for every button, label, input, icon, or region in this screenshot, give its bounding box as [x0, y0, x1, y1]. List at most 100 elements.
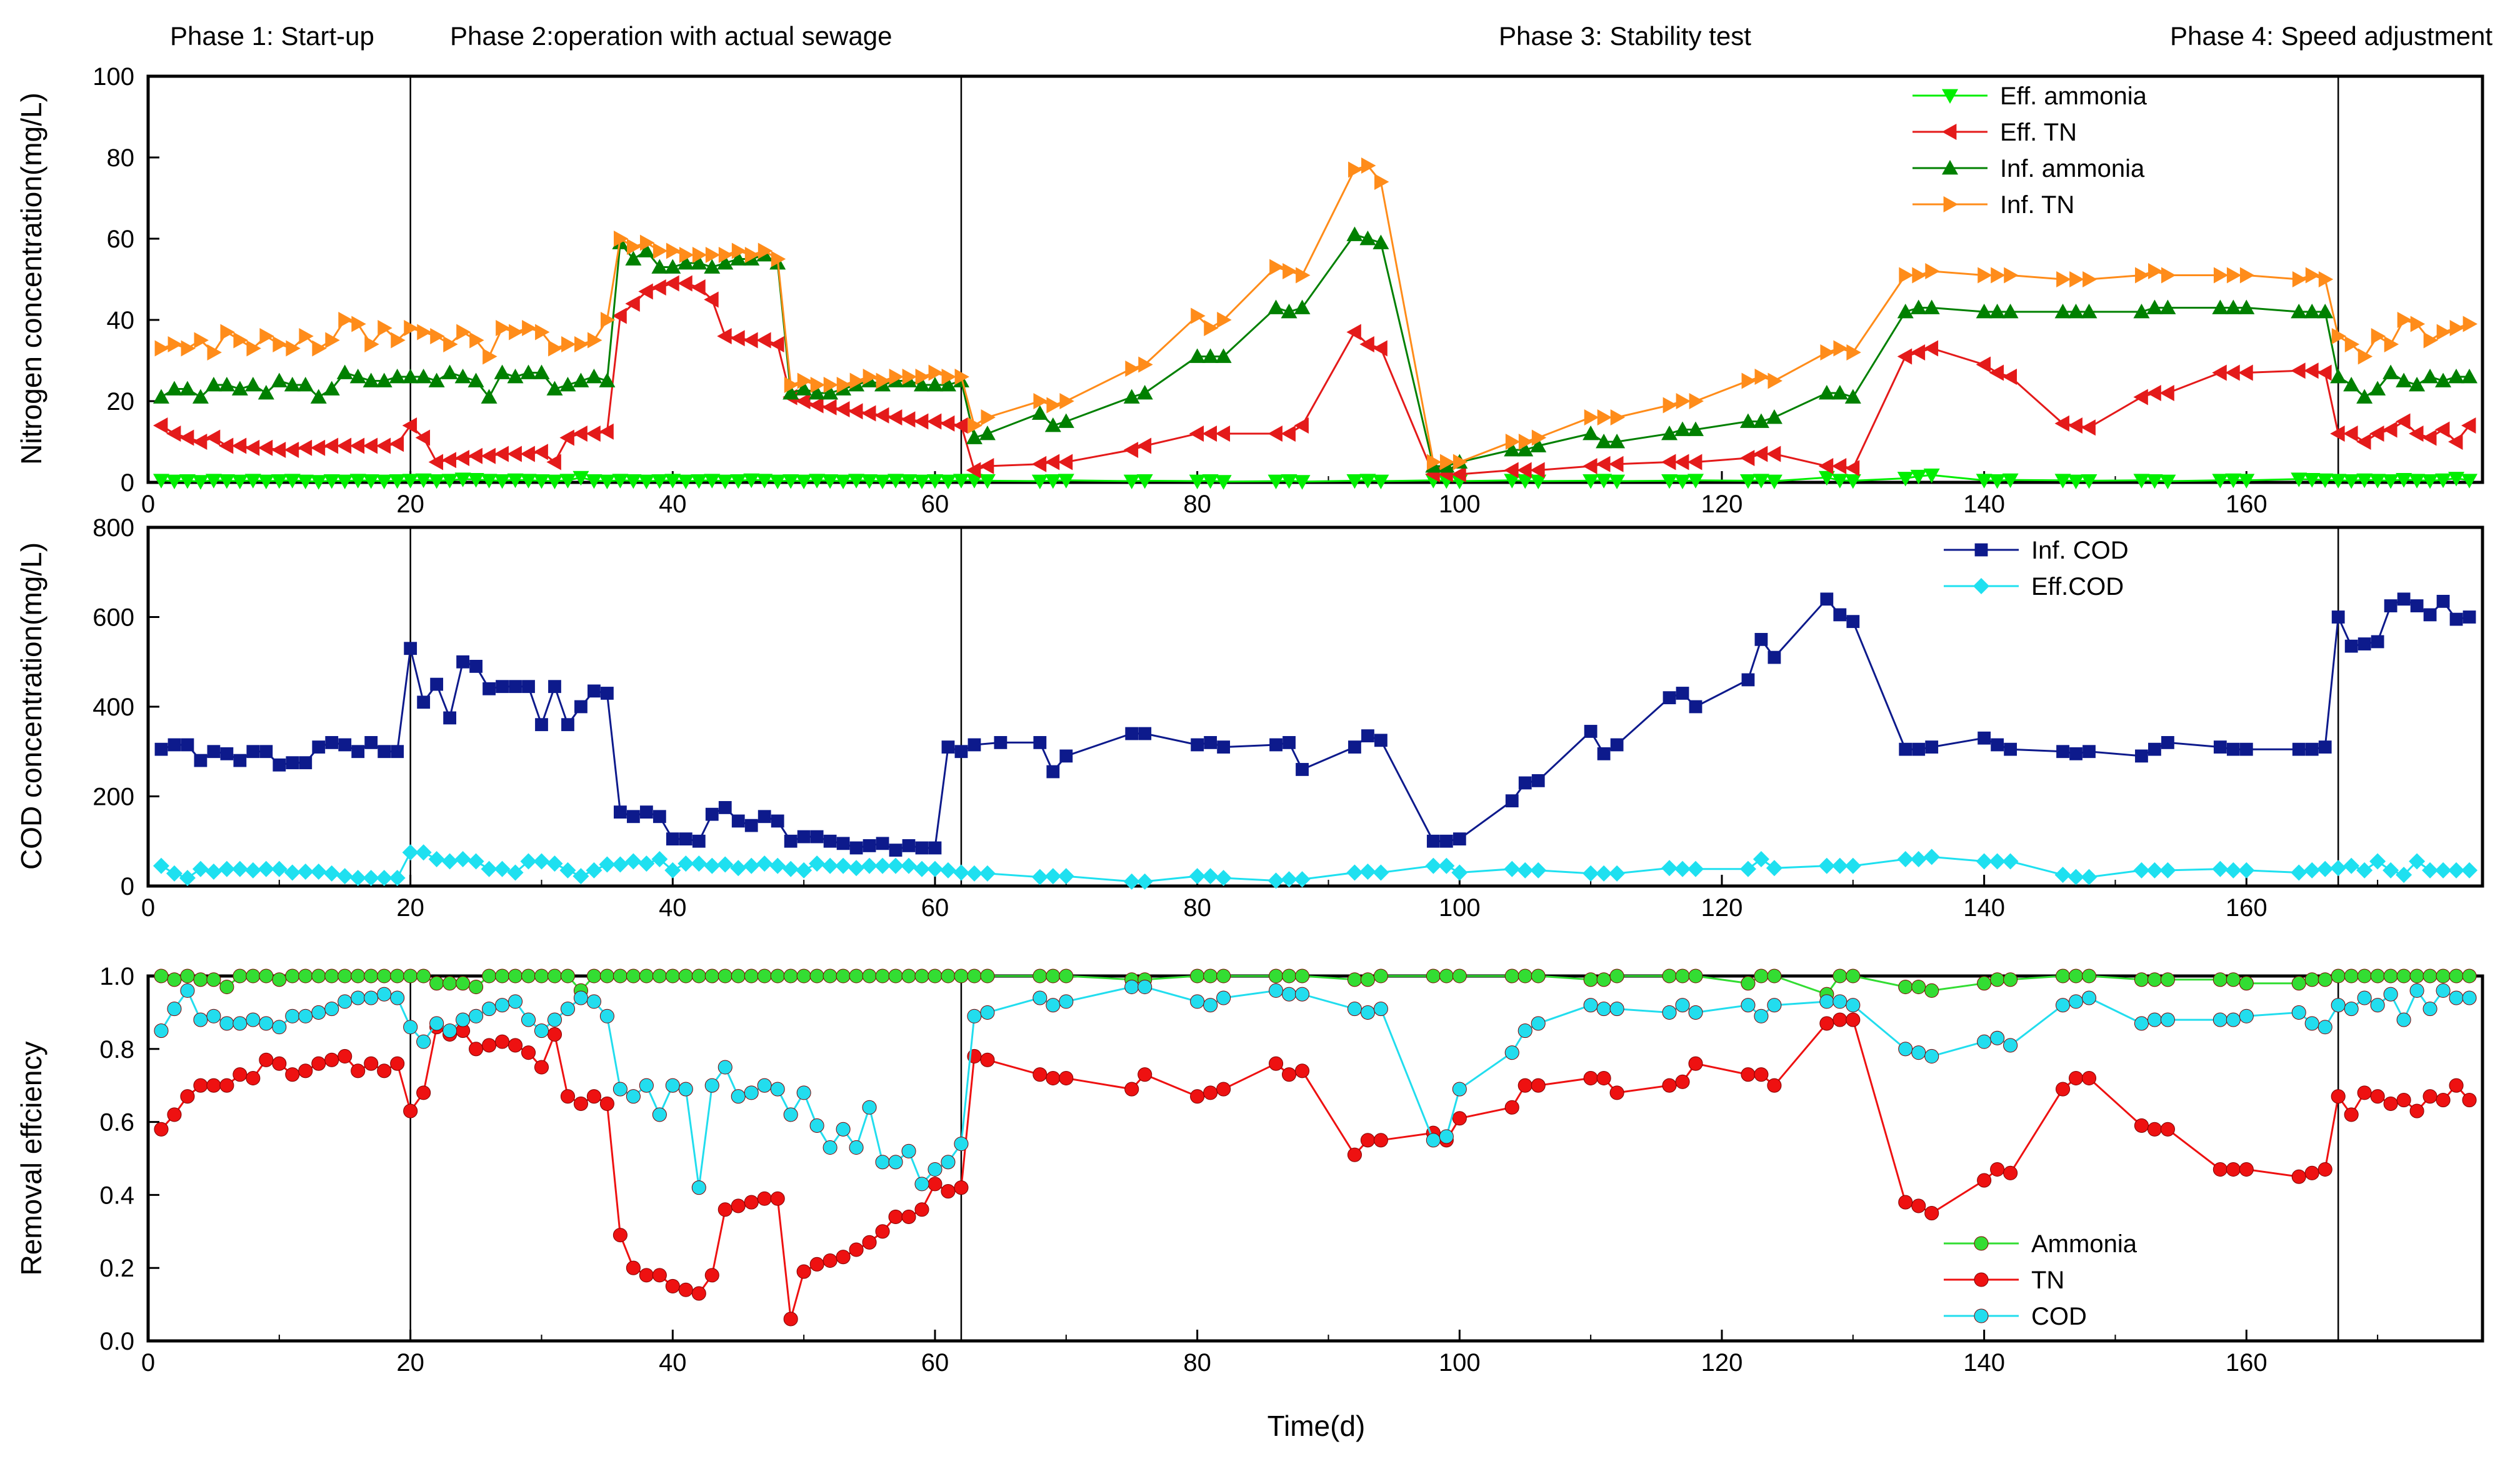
- cod-data-point: [902, 839, 916, 852]
- removal-data-point: [1138, 979, 1152, 995]
- nitrogen-data-point: [443, 336, 458, 352]
- removal-data-point: [862, 1235, 877, 1250]
- nitrogen-data-point: [2344, 336, 2360, 352]
- nitrogen-data-point: [179, 474, 196, 489]
- removal-data-point: [1846, 998, 1861, 1013]
- nitrogen-data-point: [915, 369, 931, 385]
- nitrogen-data-point: [494, 364, 511, 379]
- nitrogen-data-point: [2435, 421, 2450, 438]
- removal-data-point: [1190, 1089, 1205, 1104]
- nitrogen-data-point: [1202, 474, 1219, 489]
- nitrogen-data-point: [1044, 454, 1060, 471]
- nitrogen-data-point: [1925, 263, 1940, 279]
- nitrogen-data-point: [626, 239, 642, 255]
- nitrogen-data-point: [769, 336, 784, 352]
- nitrogen-data-point: [1269, 259, 1284, 276]
- removal-data-point: [1741, 976, 1756, 991]
- cod-data-point: [2133, 862, 2150, 879]
- nitrogen-data-point: [625, 251, 642, 266]
- nitrogen-data-point: [362, 437, 378, 454]
- nitrogen-data-point: [2343, 426, 2358, 442]
- cod-data-point: [926, 860, 943, 877]
- cod-data-point: [297, 864, 314, 880]
- cod-data-point: [1268, 872, 1284, 889]
- cod-data-point: [588, 684, 601, 698]
- removal-data-point: [678, 1082, 693, 1097]
- nitrogen-data-point: [286, 340, 301, 357]
- removal-data-point: [2134, 1016, 2149, 1031]
- cod-x-tick-label: 20: [396, 894, 424, 922]
- removal-data-point: [599, 1096, 614, 1111]
- nitrogen-data-point: [836, 377, 852, 393]
- removal-data-point: [1269, 1056, 1284, 1071]
- cod-data-point: [1978, 731, 1991, 745]
- cod-series-0: [154, 592, 2476, 857]
- removal-data-point: [1688, 969, 1703, 983]
- cod-data-point: [601, 687, 614, 700]
- nitrogen-data-point: [1978, 267, 1992, 284]
- nitrogen-data-point: [809, 385, 826, 400]
- nitrogen-data-point: [415, 429, 431, 446]
- cod-data-point: [639, 805, 653, 819]
- nitrogen-data-point: [2330, 474, 2347, 489]
- removal-series-line: [160, 1018, 2471, 1320]
- cod-data-point: [481, 860, 498, 877]
- cod-data-point: [2410, 599, 2424, 612]
- removal-data-point: [1767, 969, 1782, 983]
- nitrogen-data-point: [1031, 474, 1048, 490]
- nitrogen-data-point: [1058, 474, 1074, 489]
- removal-data-point: [377, 987, 392, 1002]
- nitrogen-data-point: [2396, 473, 2412, 488]
- nitrogen-data-point: [861, 405, 876, 422]
- cod-data-point: [507, 864, 524, 881]
- cod-data-point: [244, 862, 261, 879]
- nitrogen-data-point: [2148, 263, 2163, 279]
- cod-legend-label: Eff.COD: [2031, 573, 2124, 600]
- removal-data-point: [1518, 1023, 1532, 1038]
- nitrogen-data-point: [1504, 462, 1519, 479]
- cod-data-point: [2396, 867, 2412, 884]
- cod-data-point: [548, 680, 561, 694]
- removal-series-1: [154, 1012, 2477, 1327]
- nitrogen-data-point: [2226, 267, 2242, 284]
- nitrogen-data-point: [979, 474, 996, 489]
- nitrogen-data-point: [1044, 417, 1061, 432]
- removal-data-point: [1452, 1082, 1467, 1097]
- removal-data-point: [167, 1002, 182, 1017]
- cod-data-point: [1505, 794, 1519, 808]
- removal-data-point: [1203, 1085, 1218, 1100]
- removal-x-tick-label: 120: [1701, 1349, 1743, 1377]
- nitrogen-data-point: [2056, 271, 2071, 287]
- nitrogen-data-point: [1741, 372, 1756, 389]
- nitrogen-data-point: [601, 312, 616, 328]
- removal-data-point: [586, 994, 601, 1009]
- removal-data-point: [914, 1177, 929, 1192]
- removal-data-point: [390, 969, 405, 983]
- cod-x-tick-label: 60: [921, 894, 949, 922]
- removal-data-point: [678, 969, 693, 983]
- cod-data-point: [664, 862, 681, 879]
- nitrogen-data-point: [874, 474, 891, 490]
- removal-data-point: [1347, 1147, 1362, 1162]
- cod-legend-label: Inf. COD: [2031, 537, 2129, 564]
- nitrogen-x-tick-label: 60: [921, 490, 949, 518]
- nitrogen-data-point: [559, 474, 576, 489]
- removal-data-point: [1688, 1056, 1703, 1071]
- cod-data-point: [849, 841, 863, 855]
- nitrogen-data-point: [691, 279, 706, 296]
- removal-data-point: [718, 969, 732, 983]
- nitrogen-data-point: [1282, 263, 1298, 279]
- removal-data-point: [980, 1052, 995, 1067]
- removal-data-point: [521, 969, 536, 983]
- cod-data-point: [2146, 862, 2163, 879]
- nitrogen-data-point: [1674, 454, 1689, 471]
- removal-data-point: [626, 969, 641, 983]
- cod-data-point: [797, 830, 811, 844]
- nitrogen-plot-frame: [146, 74, 2484, 484]
- removal-series-2: [154, 979, 2477, 1195]
- nitrogen-data-point: [2356, 473, 2373, 489]
- removal-y-tick-label: 0.0: [99, 1328, 134, 1355]
- removal-data-point: [2370, 1089, 2385, 1104]
- removal-data-point: [2081, 969, 2097, 983]
- removal-data-point: [599, 969, 614, 983]
